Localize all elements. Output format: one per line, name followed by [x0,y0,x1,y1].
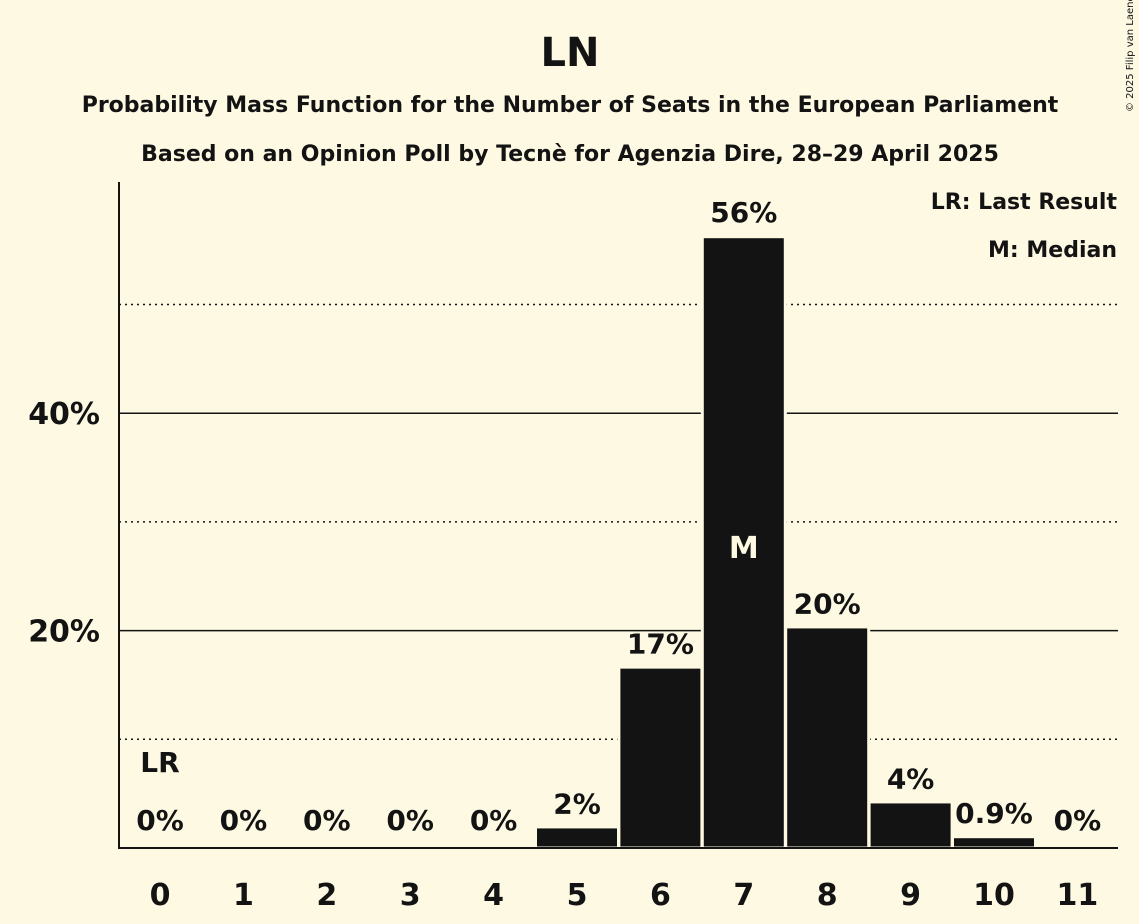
value-label: 0.9% [955,797,1033,830]
median-marker: M [729,531,759,566]
x-tick-label: 11 [1057,878,1099,913]
x-tick-label: 2 [316,878,337,913]
bar [784,625,871,850]
y-tick-label: 40% [28,397,100,432]
bar [951,835,1037,850]
chart-subtitle: Probability Mass Function for the Number… [82,93,1059,118]
value-label: 0% [136,804,184,837]
x-tick-label: 4 [483,878,504,913]
value-label: 4% [887,762,935,795]
value-label: 0% [1054,804,1102,837]
value-label: 17% [627,628,694,661]
x-tick-label: 0 [150,878,171,913]
legend-last-result: LR: Last Result [931,190,1118,215]
x-tick-label: 7 [733,878,754,913]
x-tick-label: 8 [817,878,838,913]
value-label: 0% [220,804,268,837]
value-label: 0% [303,804,351,837]
chart-title: LN [541,30,600,76]
value-label: 0% [386,804,434,837]
x-tick-label: 1 [233,878,254,913]
value-label: 0% [470,804,518,837]
bar [867,800,954,850]
value-label: 2% [553,787,601,820]
x-tick-label: 9 [900,878,921,913]
legend-median: M: Median [988,238,1117,263]
bar [700,235,787,850]
x-tick-label: 5 [567,878,588,913]
x-tick-label: 6 [650,878,671,913]
value-label: 20% [794,587,861,620]
chart-subtitle-2: Based on an Opinion Poll by Tecnè for Ag… [141,142,999,167]
bar [534,825,620,850]
value-label: 56% [710,196,777,229]
y-tick-label: 20% [28,615,100,650]
bar [617,665,704,850]
x-tick-label: 3 [400,878,421,913]
copyright: © 2025 Filip van Laenen [1125,0,1136,112]
x-tick-label: 10 [973,878,1015,913]
last-result-marker: LR [140,746,179,779]
